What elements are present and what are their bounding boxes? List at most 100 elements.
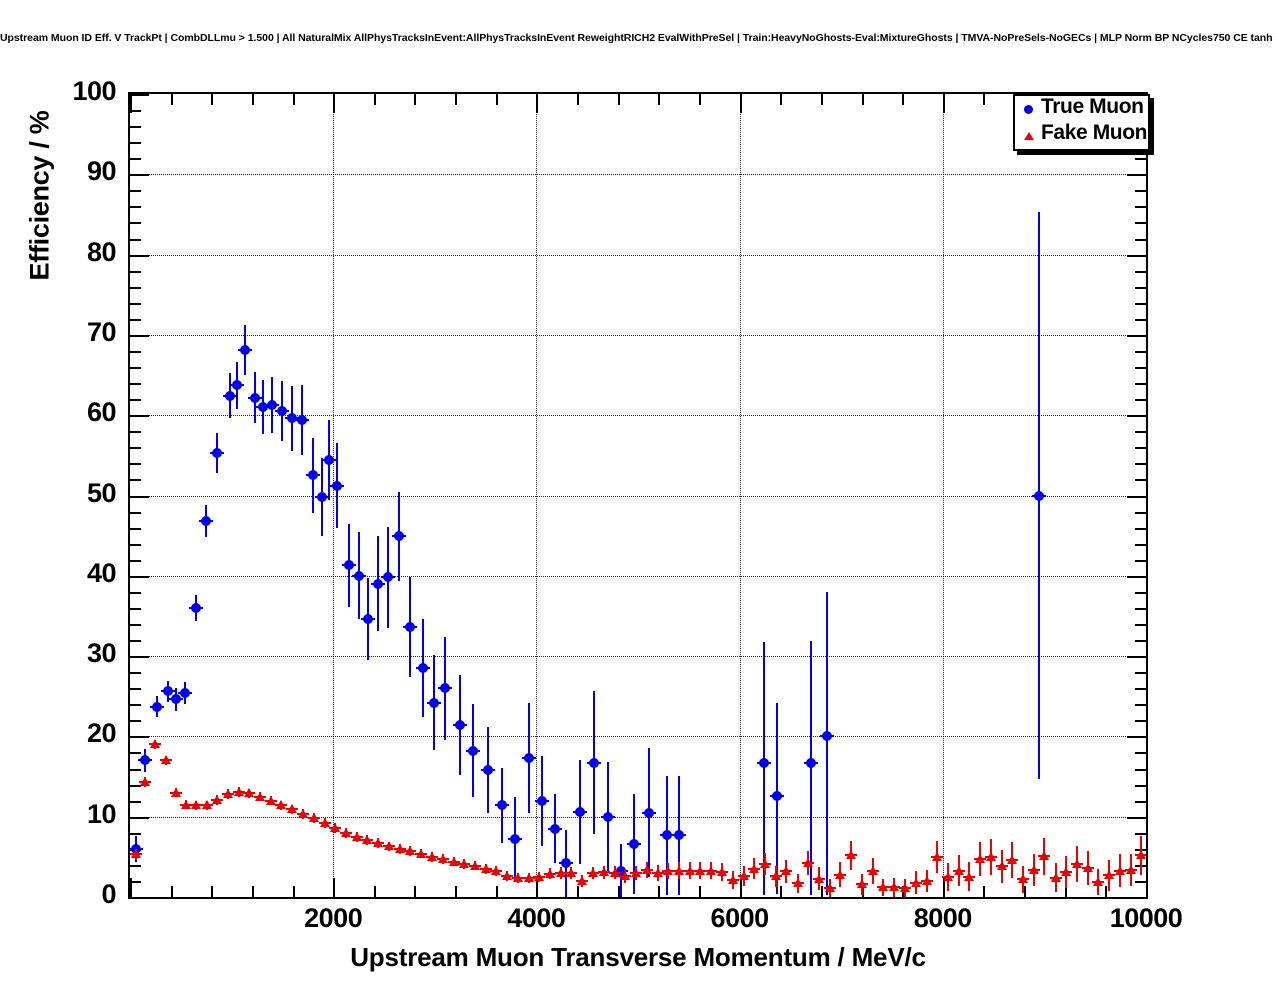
data-point xyxy=(383,572,394,583)
error-bar xyxy=(762,642,765,895)
data-point xyxy=(362,614,373,625)
data-point xyxy=(545,868,556,878)
y-tick-right-74 xyxy=(1135,302,1146,305)
gridline-y-70 xyxy=(130,334,1146,336)
data-point xyxy=(835,869,846,879)
data-point xyxy=(416,848,427,858)
data-point xyxy=(717,867,728,877)
data-point xyxy=(201,800,212,810)
x-tick-label-2000: 2000 xyxy=(304,903,363,933)
data-point xyxy=(324,455,335,466)
data-point xyxy=(706,865,717,875)
x-tick-2800 xyxy=(414,886,417,897)
y-tick-100 xyxy=(130,94,149,96)
y-tick-right-64 xyxy=(1135,383,1146,386)
data-point xyxy=(781,866,792,876)
data-point xyxy=(239,345,250,356)
y-tick-94 xyxy=(130,142,141,145)
y-tick-right-22 xyxy=(1135,720,1146,723)
data-point xyxy=(813,873,824,883)
data-point xyxy=(803,858,814,868)
y-tick-58 xyxy=(130,431,141,434)
x-tick-8000 xyxy=(942,878,945,897)
y-tick-70 xyxy=(130,334,149,337)
data-point xyxy=(428,697,439,708)
data-point xyxy=(1104,870,1115,880)
data-point xyxy=(770,871,781,881)
data-point xyxy=(244,788,255,798)
data-point xyxy=(160,755,171,765)
y-tick-right-86 xyxy=(1135,206,1146,209)
y-tick-right-46 xyxy=(1135,527,1146,530)
data-point xyxy=(307,470,318,481)
y-tick-44 xyxy=(130,543,141,546)
x-tick-top-2800 xyxy=(414,94,417,105)
x-tick-top-8400 xyxy=(983,94,986,105)
data-point xyxy=(878,882,889,892)
data-point xyxy=(1125,864,1136,874)
data-point xyxy=(589,757,600,768)
y-tick-right-52 xyxy=(1135,479,1146,482)
y-tick-right-80 xyxy=(1127,254,1146,257)
y-tick-right-8 xyxy=(1135,832,1146,835)
data-point xyxy=(405,846,416,856)
data-point xyxy=(555,867,566,877)
data-point xyxy=(482,765,493,776)
data-point xyxy=(170,694,181,705)
y-tick-right-40 xyxy=(1127,575,1146,578)
y-tick-right-50 xyxy=(1127,495,1146,498)
y-tick-92 xyxy=(130,158,141,161)
y-tick-18 xyxy=(130,752,141,755)
data-point xyxy=(211,447,222,458)
y-tick-right-84 xyxy=(1135,222,1146,225)
x-tick-top-1200 xyxy=(251,94,254,105)
data-point xyxy=(846,850,857,860)
y-tick-72 xyxy=(130,318,141,321)
data-point xyxy=(602,811,613,822)
data-point xyxy=(889,882,900,892)
data-point xyxy=(353,570,364,581)
gridline-x-8000 xyxy=(942,94,944,897)
data-point xyxy=(225,390,236,401)
y-tick-label-40: 40 xyxy=(86,557,117,588)
x-tick-4400 xyxy=(577,886,580,897)
y-tick-right-44 xyxy=(1135,543,1146,546)
data-point xyxy=(308,813,319,823)
data-point xyxy=(758,757,769,768)
data-point xyxy=(964,871,975,881)
data-point xyxy=(140,755,151,766)
data-point xyxy=(150,739,161,749)
y-tick-right-26 xyxy=(1135,688,1146,691)
data-point xyxy=(459,859,470,869)
x-tick-top-400 xyxy=(170,94,173,105)
x-tick-6800 xyxy=(820,886,823,897)
data-point xyxy=(1034,490,1045,501)
y-tick-right-60 xyxy=(1127,415,1146,418)
plot-frame xyxy=(128,92,1148,899)
data-point xyxy=(319,818,330,828)
data-point xyxy=(510,834,521,845)
data-point xyxy=(332,480,343,491)
y-tick-right-28 xyxy=(1135,672,1146,675)
data-point xyxy=(663,866,674,876)
x-tick-9600 xyxy=(1105,886,1108,897)
y-tick-right-62 xyxy=(1135,399,1146,402)
x-tick-label-6000: 6000 xyxy=(710,903,770,933)
x-tick-6400 xyxy=(780,886,783,897)
data-point xyxy=(932,851,943,861)
data-point xyxy=(297,809,308,819)
y-tick-right-58 xyxy=(1135,431,1146,434)
data-point xyxy=(170,787,181,797)
data-point xyxy=(821,731,832,742)
data-point xyxy=(191,800,202,810)
gridline-y-30 xyxy=(130,656,1146,658)
y-tick-right-66 xyxy=(1135,367,1146,370)
y-tick-64 xyxy=(130,383,141,386)
x-tick-4000 xyxy=(536,878,539,897)
y-tick-38 xyxy=(130,591,141,594)
y-tick-right-72 xyxy=(1135,318,1146,321)
y-tick-26 xyxy=(130,688,141,691)
x-tick-top-6000 xyxy=(739,94,742,113)
data-point xyxy=(417,663,428,674)
plot-area xyxy=(130,94,1146,897)
